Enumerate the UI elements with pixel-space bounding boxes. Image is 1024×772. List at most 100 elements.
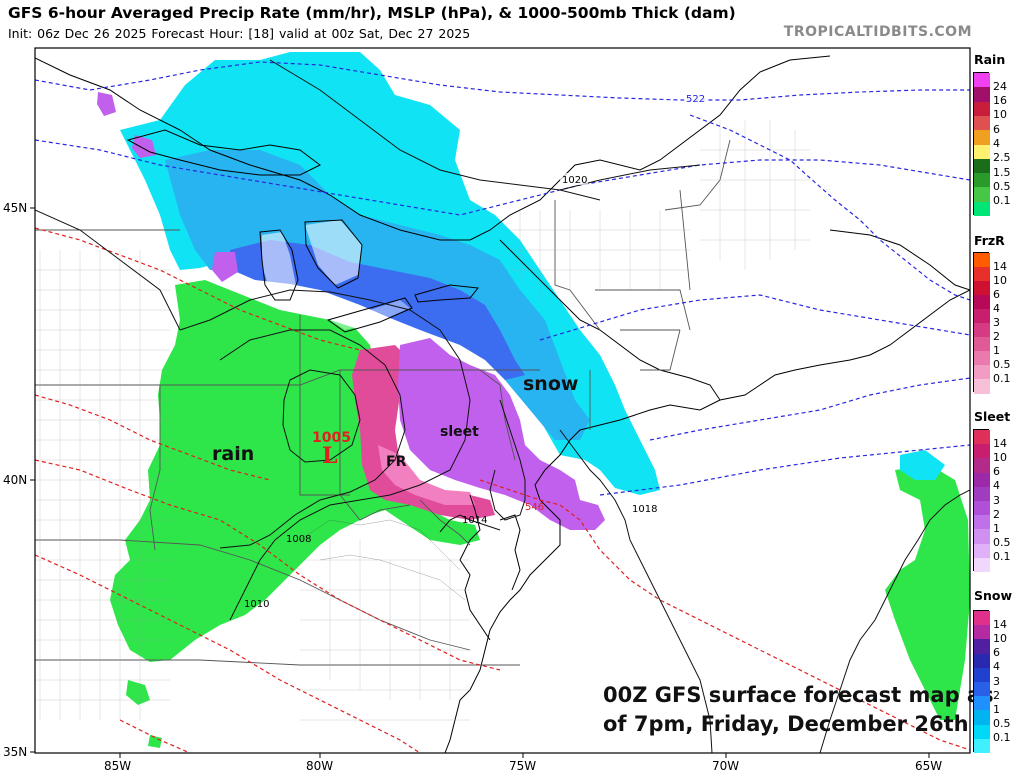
low-pressure-value: 1005 xyxy=(312,430,351,446)
mslp-isobars xyxy=(35,59,970,753)
lake-michigan xyxy=(262,232,296,300)
legend-frzr-title: FrzR xyxy=(974,233,1005,248)
legend-rain-swatch xyxy=(974,201,990,217)
legend-snow-label: 6 xyxy=(993,646,1000,660)
low-pressure-symbol: L xyxy=(322,443,337,469)
legend-frzr-swatch xyxy=(974,365,990,380)
legend-snow-label: 10 xyxy=(993,631,1007,645)
legend-frzr-swatch xyxy=(974,337,990,352)
legend-frzr-label: 10 xyxy=(993,273,1007,287)
legend-snow-label: 0.5 xyxy=(993,717,1011,731)
isobar-label-1008: 1008 xyxy=(286,534,311,545)
legend-sleet-swatch xyxy=(974,430,990,445)
rain-region xyxy=(110,280,480,662)
legend-frzr-label: 1 xyxy=(993,343,1000,357)
isobar-label-1010: 1010 xyxy=(244,599,269,610)
thickness-label-522: 522 xyxy=(686,94,705,105)
frzr-light-region xyxy=(378,445,475,505)
rain-streak-southwest xyxy=(126,680,150,705)
legend-rain-swatch xyxy=(974,144,990,160)
legend-frzr-label: 0.1 xyxy=(993,371,1011,385)
legend-frzr-swatch xyxy=(974,323,990,338)
legend-rain-label: 0.5 xyxy=(993,179,1011,193)
legend-sleet-swatch xyxy=(974,444,990,459)
legend-snow-swatch xyxy=(974,738,990,754)
caption-line-1: 00Z GFS surface forecast map as xyxy=(603,683,994,707)
isobar-label-1018: 1018 xyxy=(632,504,657,515)
legend-rain-label: 24 xyxy=(993,79,1007,93)
snow-heavy-region xyxy=(230,240,525,380)
thickness-warm-lines xyxy=(35,227,970,753)
legend-snow-title: Snow xyxy=(974,588,1013,603)
isobar-label-1014: 1014 xyxy=(462,515,487,526)
legend-frzr-label: 14 xyxy=(993,259,1007,273)
legend-sleet-label: 2 xyxy=(993,507,1000,521)
sleet-label: sleet xyxy=(440,424,479,440)
legend-snow-swatch xyxy=(974,696,990,711)
legend-sleet-colorbar xyxy=(973,429,990,573)
legend-sleet-swatch xyxy=(974,472,990,488)
map-subtitle: Init: 06z Dec 26 2025 Forecast Hour: [18… xyxy=(8,26,471,41)
legend-frzr-swatch xyxy=(974,295,990,310)
legend-frzr-swatch xyxy=(974,281,990,296)
map-title: GFS 6-hour Averaged Precip Rate (mm/hr),… xyxy=(8,4,736,22)
county-lines xyxy=(35,120,810,721)
legend-snow-label: 1 xyxy=(993,702,1000,716)
legend-rain-label: 2.5 xyxy=(993,151,1011,165)
legend-sleet-label: 0.5 xyxy=(993,536,1011,550)
legend-frzr-label: 3 xyxy=(993,315,1000,329)
legend-frzr-label: 4 xyxy=(993,301,1000,315)
lake-erie xyxy=(330,300,410,330)
legend-frzr-swatch xyxy=(974,351,990,366)
legend-sleet-label: 1 xyxy=(993,521,1000,535)
legend-sleet-label: 0.1 xyxy=(993,550,1011,564)
rain-offshore-region xyxy=(885,465,970,720)
legend-frzr-label: 2 xyxy=(993,329,1000,343)
state-borders xyxy=(35,139,731,666)
lat-tick-35n: 35N xyxy=(3,745,27,759)
legend-frzr-swatch xyxy=(974,309,990,324)
legend-frzr-swatch xyxy=(974,253,990,268)
axis-ticks xyxy=(30,207,930,758)
rain-offshore-cyan xyxy=(900,450,945,480)
legend-snow-colorbar xyxy=(973,610,990,754)
legend-sleet-swatch xyxy=(974,515,990,530)
lon-tick-70w: 70W xyxy=(712,759,739,772)
legend-rain-swatch xyxy=(974,173,990,188)
snow-blob-wisconsin xyxy=(212,252,238,282)
legend-sleet-label: 4 xyxy=(993,479,1000,493)
legend-frzr-colorbar xyxy=(973,252,990,394)
legend-sleet-swatch xyxy=(974,501,990,516)
map-frame xyxy=(34,47,971,754)
legend-snow-label: 3 xyxy=(993,674,1000,688)
legend-rain-label: 4 xyxy=(993,137,1000,150)
legend-sleet-title: Sleet xyxy=(974,409,1011,424)
legend-rain-swatch xyxy=(974,73,990,88)
snow-blob-minnesota xyxy=(97,92,116,116)
legend-snow-swatch xyxy=(974,611,990,626)
lon-tick-65w: 65W xyxy=(915,759,942,772)
caption-line-2: of 7pm, Friday, December 26th xyxy=(603,712,969,736)
legend-rain-swatch xyxy=(974,187,990,203)
legend-frzr-label: 0.5 xyxy=(993,357,1011,371)
county-lines-se xyxy=(299,519,466,601)
legend-snow-swatch xyxy=(974,625,990,640)
thickness-cold-lines xyxy=(35,61,970,496)
lon-tick-75w: 75W xyxy=(509,759,536,772)
legend-rain-label: 1.5 xyxy=(993,165,1011,179)
isobar-label-1020: 1020 xyxy=(562,175,587,186)
freezing-rain-label: FR xyxy=(386,454,407,470)
legend-rain-title: Rain xyxy=(974,52,1006,67)
contour-labels: 522 1020 546 1008 1010 1014 1018 xyxy=(244,92,706,610)
legend-sleet-label: 14 xyxy=(993,436,1007,450)
legend-sleet-swatch xyxy=(974,458,990,474)
legend-snow-label: 14 xyxy=(993,617,1007,631)
legend-rain-label: 0.1 xyxy=(993,194,1011,208)
legend-frzr-swatch xyxy=(974,379,990,394)
lat-tick-40n: 40N xyxy=(3,473,27,487)
legend-snow-swatch xyxy=(974,682,990,697)
legend-snow-label: 2 xyxy=(993,688,1000,702)
legend-sleet-label: 10 xyxy=(993,450,1007,464)
legend-rain-swatch xyxy=(974,101,990,117)
thickness-label-546: 546 xyxy=(525,502,544,513)
